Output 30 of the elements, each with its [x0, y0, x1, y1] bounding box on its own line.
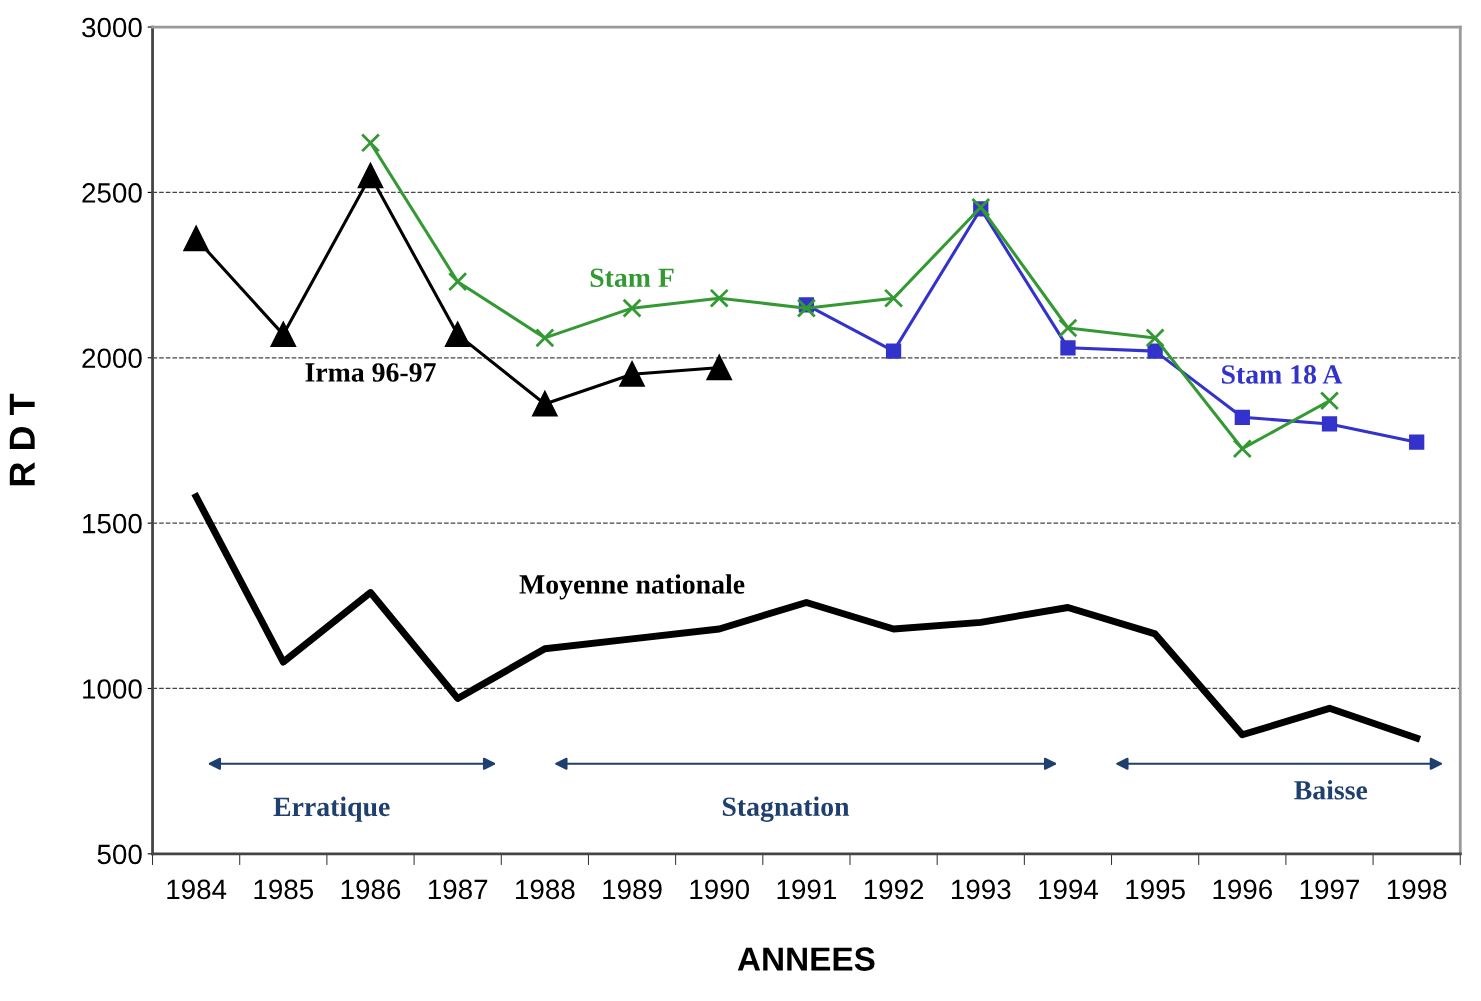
annotation: Stagnation	[722, 796, 850, 822]
x-tick-label: 1996	[1213, 879, 1272, 900]
y-tick-label: 2000	[82, 348, 142, 369]
x-tick-label: 1990	[690, 879, 750, 900]
series-label: Irma 96-97	[305, 363, 436, 382]
x-tick-label: 1985	[254, 879, 314, 900]
annotation: Baisse	[1294, 780, 1368, 800]
x-tick-label: 1997	[1300, 879, 1359, 900]
x-tick-label: 1989	[603, 879, 662, 900]
x-tick-label: 1987	[428, 879, 488, 900]
x-tick-label: 1988	[516, 879, 575, 900]
series-label: Moyenne nationale	[519, 574, 745, 600]
y-tick-label: 1500	[83, 513, 142, 534]
y-tick-label: 1000	[83, 679, 142, 699]
x-tick-label: 1992	[864, 879, 924, 900]
series-label: Stam F	[590, 268, 674, 288]
x-tick-label: 1998	[1387, 879, 1447, 900]
y-axis-title: R D T	[9, 393, 35, 486]
y-tick-label: 3000	[82, 17, 142, 38]
x-axis-title: ANNEES	[737, 947, 875, 971]
x-tick-label: 1984	[167, 879, 227, 900]
y-tick-label: 500	[97, 844, 142, 865]
x-tick-label: 1993	[951, 879, 1011, 900]
y-tick-label: 2500	[82, 183, 142, 203]
annotation: Erratique	[273, 796, 390, 822]
x-tick-label: 1986	[341, 879, 401, 900]
x-tick-label: 1995	[1126, 879, 1185, 900]
x-tick-label: 1991	[777, 879, 836, 900]
x-tick-label: 1994	[1039, 879, 1099, 900]
series-label: Stam 18 A	[1222, 365, 1343, 384]
